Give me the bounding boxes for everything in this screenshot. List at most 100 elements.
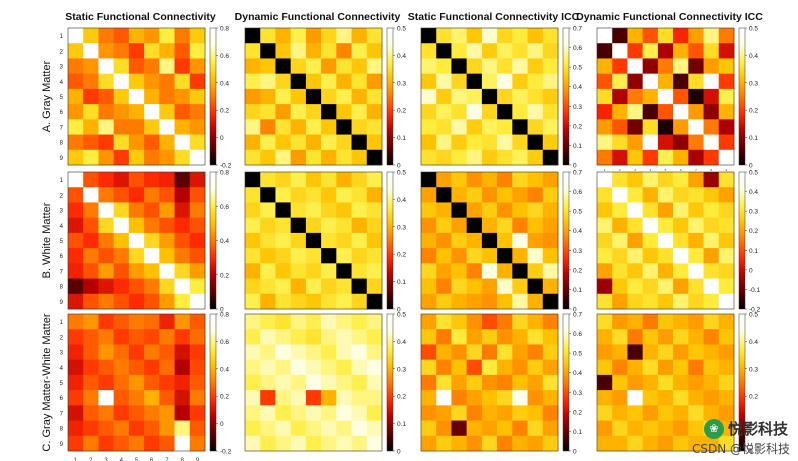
heatmap-cell-p2-3-r2c6 bbox=[497, 187, 513, 203]
column-title-1: Static Functional Connectivity bbox=[65, 11, 216, 23]
heatmap-cell-p1-1-r7c4 bbox=[113, 119, 130, 135]
heatmap-cell-p3-3-r7c2 bbox=[436, 405, 452, 421]
heatmap-cell-p2-4-r7c3 bbox=[627, 263, 644, 279]
heatmap-cell-p2-3-r2c1 bbox=[421, 187, 437, 203]
y-tick-p1-1-8: 8 bbox=[60, 141, 64, 147]
heatmap-cell-p1-2-r4c9 bbox=[366, 73, 383, 90]
heatmap-cell-p1-1-r2c2 bbox=[83, 43, 99, 59]
watermark: ❀ 悦影科技 bbox=[703, 418, 788, 439]
heatmap-cell-p3-3-r5c8 bbox=[527, 374, 544, 391]
heatmap-cell-p1-2-r2c5 bbox=[305, 43, 322, 59]
heatmap-cell-p1-1-r8c2 bbox=[83, 134, 99, 151]
heatmap-cell-p1-1-r6c4 bbox=[113, 104, 130, 120]
heatmap-cell-p3-2-r9c1 bbox=[245, 435, 261, 452]
heatmap-cell-p2-1-r3c6 bbox=[144, 202, 160, 219]
heatmap-cell-p3-1-r8c7 bbox=[159, 420, 175, 437]
heatmap-cell-p3-4-r8c1 bbox=[597, 420, 613, 437]
x-tick-p3-1-9: 9 bbox=[196, 458, 200, 461]
heatmap-cell-p3-1-r7c7 bbox=[159, 405, 175, 421]
heatmap-cell-p2-3-r3c4 bbox=[466, 202, 483, 219]
heatmap-cell-p3-2-r4c6 bbox=[321, 359, 337, 376]
heatmap-cell-p2-2-r1c8 bbox=[351, 172, 368, 188]
heatmap-cell-p2-1-r4c2 bbox=[83, 217, 99, 234]
heatmap-cell-p3-2-r5c5 bbox=[305, 374, 322, 391]
colorbar-tick-label-p1-3-4: 0.3 bbox=[573, 104, 582, 111]
heatmap-cell-p2-4-r4c1 bbox=[597, 217, 613, 234]
heatmap-cell-p1-4-r6c5 bbox=[657, 104, 674, 120]
heatmap-cell-p1-3-r1c4 bbox=[466, 28, 483, 44]
heatmap-cell-p1-3-r9c3 bbox=[451, 149, 468, 166]
heatmap-cell-p1-4-r1c9 bbox=[718, 28, 735, 44]
heatmap-cell-p3-1-r7c4 bbox=[113, 405, 130, 421]
heatmap-cell-p1-4-r4c4 bbox=[642, 73, 659, 90]
heatmap-cell-p2-4-r4c7 bbox=[688, 217, 704, 234]
heatmap-cell-p1-2-r1c5 bbox=[305, 28, 322, 44]
heatmap-cell-p1-2-r5c2 bbox=[260, 88, 276, 105]
heatmap-cell-p1-4-r1c7 bbox=[688, 28, 704, 44]
heatmap-cell-p3-1-r8c2 bbox=[83, 420, 99, 437]
heatmap-cell-p2-1-r2c2 bbox=[83, 187, 99, 203]
heatmap-cell-p2-4-r2c4 bbox=[642, 187, 659, 203]
heatmap-cell-p2-2-r4c3 bbox=[275, 217, 292, 234]
heatmap-cell-p2-2-r4c5 bbox=[305, 217, 322, 234]
colorbar-tick-label-p1-3-8: 0.7 bbox=[573, 26, 582, 33]
heatmap-cell-p1-1-r9c1 bbox=[68, 149, 84, 166]
heatmap-cell-p3-3-r2c6 bbox=[497, 329, 513, 345]
colorbar-tick-label-p3-3-5: 0.4 bbox=[573, 370, 582, 377]
heatmap-cell-p2-3-r4c5 bbox=[481, 217, 498, 234]
colorbar-p2-1 bbox=[209, 171, 217, 310]
heatmap-cell-p1-3-r4c6 bbox=[497, 73, 513, 90]
heatmap-cell-p3-2-r5c7 bbox=[336, 374, 352, 391]
heatmap-cell-p2-1-r9c2 bbox=[83, 293, 99, 310]
heatmap-cell-p2-2-r8c2 bbox=[260, 278, 276, 295]
heatmap-cell-p1-4-r6c6 bbox=[673, 104, 689, 120]
heatmap-cell-p1-3-r1c9 bbox=[542, 28, 559, 44]
heatmap-cell-p2-4-r8c1 bbox=[597, 278, 613, 295]
heatmap-cell-p3-2-r1c8 bbox=[351, 314, 368, 330]
heatmap-cell-p3-3-r4c7 bbox=[512, 359, 528, 376]
heatmap-cell-p2-4-r4c6 bbox=[673, 217, 689, 234]
heatmap-cell-p3-3-r3c6 bbox=[497, 344, 513, 361]
heatmap-cell-p3-4-r1c7 bbox=[688, 314, 704, 330]
colorbar-tick-label-p2-3-4: 0.3 bbox=[573, 248, 582, 255]
colorbar-tick-label-p1-2-3: 0.2 bbox=[397, 108, 406, 115]
heatmap-cell-p3-4-r5c2 bbox=[612, 374, 628, 391]
heatmap-cell-p2-3-r2c7 bbox=[512, 187, 528, 203]
heatmap-cell-p2-2-r6c6 bbox=[321, 248, 337, 264]
heatmap-cell-p1-2-r6c4 bbox=[290, 104, 307, 120]
heatmap-cell-p3-1-r3c6 bbox=[144, 344, 160, 361]
heatmap-cell-p2-3-r9c4 bbox=[466, 293, 483, 310]
heatmap-cell-p2-1-r6c4 bbox=[113, 248, 130, 264]
heatmap-cell-p3-2-r3c9 bbox=[366, 344, 383, 361]
heatmap-cell-p1-1-r1c3 bbox=[98, 28, 115, 44]
colorbar-tick-label-p2-1-5: 0.8 bbox=[220, 170, 229, 177]
heatmap-cell-p2-3-r8c8 bbox=[527, 278, 544, 295]
heatmap-cell-p1-1-r3c9 bbox=[189, 58, 206, 75]
heatmap-cell-p2-1-r8c9 bbox=[189, 278, 206, 295]
heatmap-cell-p1-4-r4c9 bbox=[718, 73, 735, 90]
heatmap-cell-p2-3-r4c8 bbox=[527, 217, 544, 234]
heatmap-cell-p3-1-r2c3 bbox=[98, 329, 115, 345]
heatmap-cell-p3-3-r7c8 bbox=[527, 405, 544, 421]
heatmap-cell-p3-1-r6c2 bbox=[83, 390, 99, 406]
heatmap-cell-p2-3-r5c4 bbox=[466, 232, 483, 249]
heatmap-cell-p3-3-r5c6 bbox=[497, 374, 513, 391]
heatmap-cell-p2-1-r6c8 bbox=[174, 248, 191, 264]
heatmap-cell-p2-4-r3c8 bbox=[703, 202, 720, 219]
heatmap-cell-p3-4-r7c4 bbox=[642, 405, 659, 421]
heatmap-cell-p1-4-r8c4 bbox=[642, 134, 659, 151]
heatmap-cell-p3-3-r7c6 bbox=[497, 405, 513, 421]
heatmap-cell-p1-4-r8c1 bbox=[597, 134, 613, 151]
heatmap-cell-p3-4-r8c7 bbox=[688, 420, 704, 437]
colorbar-tick-label-p1-3-1: 0 bbox=[573, 163, 577, 170]
heatmap-cell-p2-3-r3c5 bbox=[481, 202, 498, 219]
heatmap-cell-p3-3-r4c5 bbox=[481, 359, 498, 376]
heatmap-cell-p1-1-r8c8 bbox=[174, 134, 191, 151]
heatmap-cell-p3-4-r7c3 bbox=[627, 405, 644, 421]
heatmap-cell-p3-2-r8c4 bbox=[290, 420, 307, 437]
heatmap-cell-p3-1-r1c7 bbox=[159, 314, 175, 330]
heatmap-cell-p3-4-r9c1 bbox=[597, 435, 613, 452]
heatmap-cell-p2-3-r5c1 bbox=[421, 232, 437, 249]
heatmap-cell-p1-3-r4c4 bbox=[466, 73, 483, 90]
heatmap-cell-p1-3-r3c9 bbox=[542, 58, 559, 75]
